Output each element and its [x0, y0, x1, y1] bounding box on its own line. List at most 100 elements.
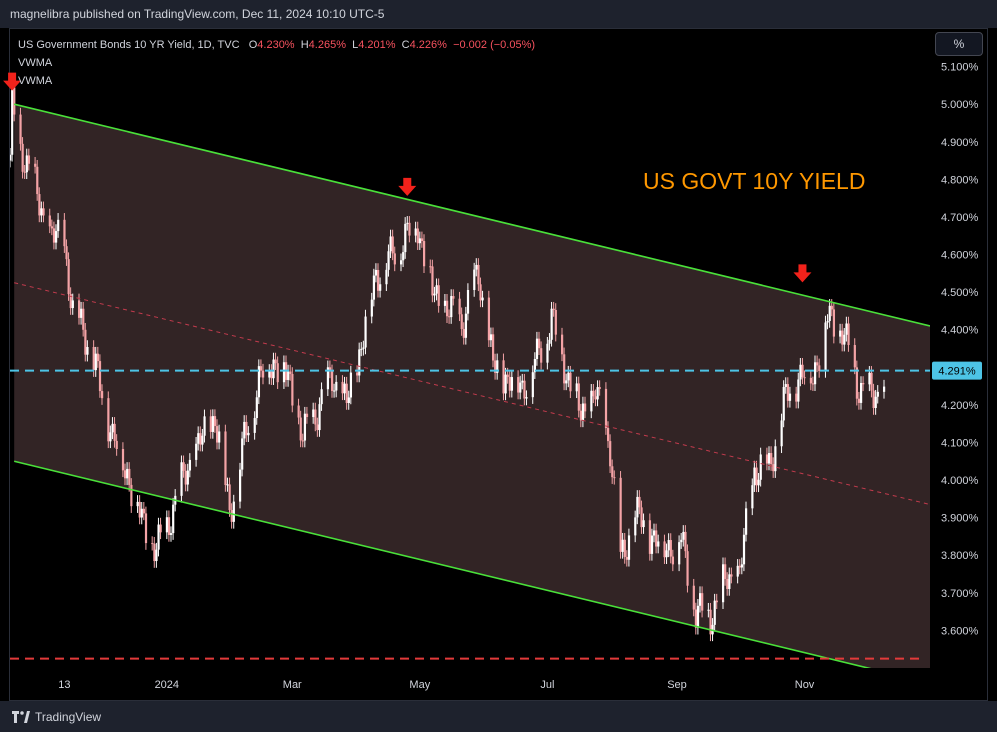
- candle-body: [239, 469, 242, 502]
- candle-body: [213, 416, 217, 427]
- candle-body: [224, 431, 227, 485]
- candle-body: [270, 370, 273, 379]
- candle-body: [257, 366, 261, 398]
- candle-body: [579, 410, 583, 421]
- candle-body: [797, 379, 800, 402]
- candle-body: [416, 228, 419, 244]
- candle-body: [38, 194, 41, 216]
- candle-body: [770, 453, 773, 465]
- legend-indicator-vwma[interactable]: VWMA: [18, 75, 53, 87]
- legend-high-label: H: [300, 39, 309, 51]
- candle-body: [653, 530, 656, 536]
- y-tick-label: 4.800%: [941, 174, 979, 186]
- candle-body: [857, 398, 861, 403]
- candle-body: [63, 219, 66, 247]
- candle-body: [155, 549, 158, 562]
- candle-body: [433, 293, 436, 296]
- candle-body: [443, 300, 447, 306]
- channel-lower-line: [13, 460, 872, 668]
- candle-body: [868, 372, 871, 385]
- candle-body: [621, 539, 624, 552]
- candle-body: [768, 453, 771, 464]
- candle-body: [92, 347, 95, 371]
- candle-body: [684, 531, 687, 552]
- candle-body: [481, 297, 484, 301]
- candle-body: [262, 370, 265, 378]
- legend-close-value: 4.226%: [409, 39, 447, 51]
- candle-body: [136, 501, 139, 507]
- candle-body: [11, 87, 14, 155]
- candle-body: [450, 296, 453, 318]
- candle-body: [596, 387, 599, 400]
- legend-indicator-vwma[interactable]: VWMA: [18, 57, 53, 69]
- candle-body: [832, 309, 836, 337]
- candle-body: [385, 269, 388, 285]
- candle-body: [753, 467, 756, 486]
- candle-body: [525, 397, 528, 399]
- candle-body: [82, 308, 85, 330]
- y-tick-label: 4.400%: [941, 325, 979, 337]
- candle-body: [841, 330, 844, 345]
- candle-body: [195, 443, 198, 460]
- candle-body: [299, 417, 302, 441]
- candle-body: [460, 314, 463, 330]
- candle-body: [448, 316, 451, 318]
- candle-body: [282, 362, 286, 383]
- candle-body: [115, 440, 118, 449]
- percent-scale-button[interactable]: %: [935, 32, 983, 56]
- candle-body: [751, 485, 754, 509]
- candle-body: [301, 440, 304, 442]
- candle-body: [728, 574, 731, 589]
- candle-body: [550, 308, 553, 340]
- candle-body: [862, 382, 865, 385]
- candle-body: [611, 466, 614, 478]
- x-tick-label: Jul: [540, 679, 554, 691]
- candle-body: [795, 393, 798, 402]
- candle-body: [402, 252, 405, 261]
- candle-body: [429, 266, 432, 268]
- candle-body: [598, 387, 601, 389]
- candle-body: [420, 238, 424, 242]
- candle-body: [801, 364, 804, 378]
- candle-body: [577, 383, 580, 411]
- candle-body: [699, 593, 702, 606]
- candle-body: [320, 389, 323, 405]
- candle-body: [328, 367, 332, 372]
- y-tick-label: 4.600%: [941, 250, 979, 262]
- candle-body: [462, 329, 465, 338]
- candle-body: [130, 484, 133, 507]
- channel-mid-line: [14, 282, 930, 505]
- candle-body: [50, 226, 54, 229]
- candle-body: [144, 513, 148, 544]
- candle-body: [730, 574, 733, 577]
- x-tick-label: Nov: [795, 679, 815, 691]
- chart-legend: US Government Bonds 10 YR Yield, 1D, TVC…: [18, 36, 535, 90]
- candle-body: [272, 359, 275, 379]
- candle-body: [341, 381, 344, 394]
- candle-body: [245, 421, 248, 436]
- legend-close-label: C: [401, 39, 410, 51]
- candle-body: [356, 372, 359, 376]
- candle-body: [124, 470, 127, 479]
- candle-body: [170, 533, 173, 535]
- candle-body: [303, 413, 307, 441]
- candle-body: [487, 297, 491, 341]
- candle-body: [855, 367, 859, 399]
- legend-symbol[interactable]: US Government Bonds 10 YR Yield, 1D, TVC: [18, 39, 240, 51]
- candle-body: [232, 501, 235, 522]
- candle-body: [274, 359, 277, 364]
- candle-body: [623, 539, 626, 557]
- candle-body: [255, 397, 258, 419]
- candle-body: [57, 219, 60, 232]
- candle-body: [138, 501, 141, 518]
- candle-body: [686, 551, 689, 586]
- candle-body: [759, 454, 762, 480]
- candle-body: [824, 322, 827, 371]
- candle-body: [289, 371, 292, 374]
- candle-body: [523, 380, 526, 399]
- candle-body: [67, 259, 70, 295]
- candle-body: [253, 418, 256, 433]
- candle-body: [203, 416, 206, 436]
- candle-body: [182, 462, 185, 471]
